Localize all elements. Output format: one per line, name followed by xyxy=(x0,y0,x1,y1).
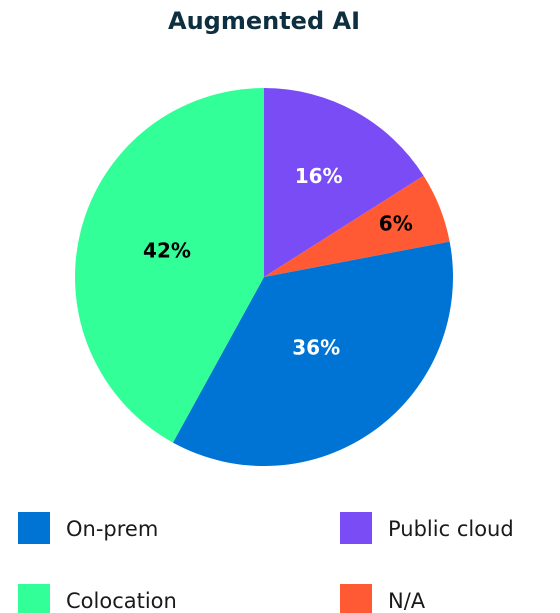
legend-label: Public cloud xyxy=(388,517,514,541)
legend-swatch xyxy=(340,584,372,613)
slice-label: 6% xyxy=(379,211,413,235)
legend-label: N/A xyxy=(388,589,426,613)
slice-label: 42% xyxy=(143,239,191,263)
legend-swatch xyxy=(18,584,50,613)
legend-swatch xyxy=(18,512,50,544)
legend-swatch xyxy=(340,512,372,544)
pie-slice xyxy=(264,175,450,277)
legend-label: Colocation xyxy=(66,589,177,613)
chart-title: Augmented AI xyxy=(168,7,360,35)
legend-label: On-prem xyxy=(66,517,158,541)
slice-label: 16% xyxy=(295,164,343,188)
pie-slice xyxy=(264,88,424,277)
pie-slice xyxy=(75,88,264,443)
pie-slice xyxy=(172,241,454,466)
slice-label: 36% xyxy=(292,335,340,359)
